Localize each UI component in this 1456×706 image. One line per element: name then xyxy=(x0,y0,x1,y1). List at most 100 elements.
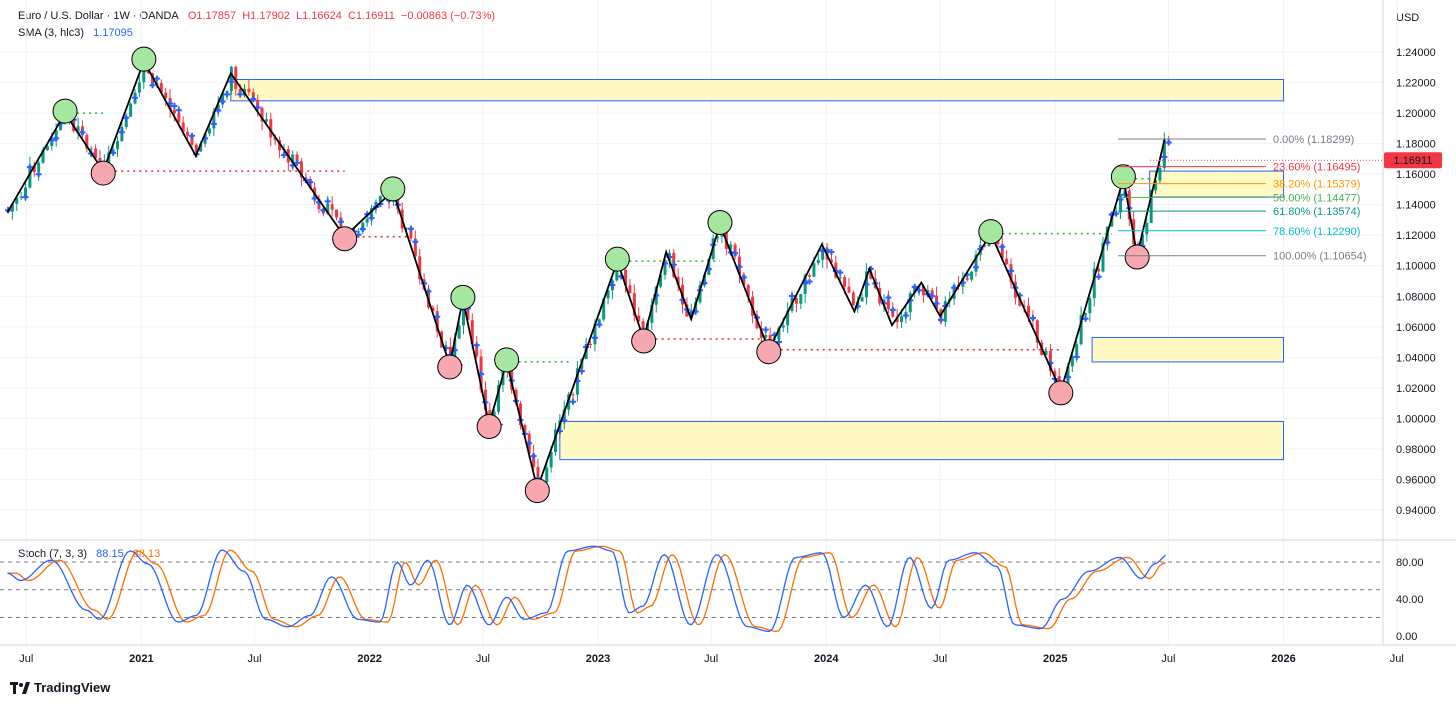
sma-cross-marker xyxy=(407,225,414,232)
candle-body xyxy=(851,292,855,305)
sma-cross-marker xyxy=(740,274,747,281)
candle-body xyxy=(94,148,98,158)
sma-cross-marker xyxy=(972,264,979,271)
time-axis-label: Jul xyxy=(248,653,262,665)
candle-body xyxy=(663,260,667,275)
candle-body xyxy=(1070,355,1074,367)
sma-cross-marker xyxy=(933,300,940,307)
candle-body xyxy=(247,88,251,93)
sma-cross-marker xyxy=(999,243,1006,250)
candle-body xyxy=(1149,190,1153,224)
candle-body xyxy=(181,122,185,132)
candle-body xyxy=(589,344,593,346)
sma-legend[interactable]: SMA (3, hlc3) 1.17095 xyxy=(18,27,139,39)
stoch-legend[interactable]: Stoch (7, 3, 3) 88.15 88.13 xyxy=(18,548,166,560)
candle-body xyxy=(418,256,422,280)
candle-body xyxy=(808,275,812,277)
candle-body xyxy=(518,403,522,426)
candle-body xyxy=(571,394,575,396)
sma-cross-marker xyxy=(902,312,909,319)
pivot-low-marker xyxy=(524,478,550,504)
time-axis-label: Jul xyxy=(1161,653,1175,665)
sma-cross-marker xyxy=(596,321,603,328)
zigzag-line xyxy=(6,58,1166,492)
candle-body xyxy=(869,271,873,279)
tradingview-logo-icon xyxy=(10,681,30,694)
supply-demand-zone xyxy=(559,420,1285,461)
sma-cross-marker xyxy=(1029,314,1036,321)
candle-body xyxy=(413,238,417,257)
sma-cross-marker xyxy=(530,453,537,460)
candle-body xyxy=(470,320,474,345)
time-axis-label: Jul xyxy=(933,653,947,665)
candle-body xyxy=(593,323,597,345)
candle-body xyxy=(847,286,851,293)
fib-level-label: 100.00% (1.10654) xyxy=(1273,251,1367,263)
sma-cross-marker xyxy=(1064,374,1071,381)
candle-body xyxy=(151,73,155,85)
candle-body xyxy=(356,231,360,233)
candle-body xyxy=(76,126,80,132)
candle-body xyxy=(628,285,632,294)
candle-body xyxy=(624,269,628,286)
candle-body xyxy=(1018,297,1022,306)
candle-body xyxy=(781,325,785,328)
fib-level-label: 38.20% (1.15379) xyxy=(1273,179,1360,191)
candle-body xyxy=(1035,320,1039,343)
candle-body xyxy=(142,64,146,83)
candle-body xyxy=(1005,258,1009,265)
candle-body xyxy=(886,299,890,310)
sma-cross-marker xyxy=(806,278,813,285)
sma-cross-marker xyxy=(911,283,918,290)
sma-cross-marker xyxy=(570,398,577,405)
sma-cross-marker xyxy=(609,282,616,289)
sma-cross-marker xyxy=(219,98,226,105)
candle-body xyxy=(475,344,479,357)
sma-cross-marker xyxy=(123,114,130,121)
stoch-k-line xyxy=(7,545,1166,633)
candle-body xyxy=(1053,371,1057,377)
sma-cross-marker xyxy=(110,149,117,156)
brand-logo[interactable]: TradingView xyxy=(10,680,110,695)
time-axis-label: 2022 xyxy=(357,653,381,665)
candle-body xyxy=(365,218,369,223)
candle-body xyxy=(405,228,409,230)
sma-label: SMA (3, hlc3) xyxy=(18,27,85,39)
sma-cross-marker xyxy=(775,339,782,346)
price-tick-label: 1.06000 xyxy=(1396,322,1436,334)
sma-cross-marker xyxy=(1165,139,1172,146)
price-tick-label: 1.04000 xyxy=(1396,352,1436,364)
pivot-high-marker xyxy=(52,98,78,124)
supply-demand-zone xyxy=(230,78,1285,102)
sma-cross-marker xyxy=(412,238,419,245)
candle-body xyxy=(860,297,864,302)
sma-cross-marker xyxy=(951,284,958,291)
candle-body xyxy=(32,165,36,172)
sma-cross-marker xyxy=(237,91,244,98)
candle-body xyxy=(729,244,733,249)
pivot-low-marker xyxy=(332,226,358,252)
candle-body xyxy=(457,325,461,339)
candle-body xyxy=(190,135,194,145)
time-axis-label: 2025 xyxy=(1043,653,1067,665)
sma-cross-marker xyxy=(736,263,743,270)
pivot-low-marker xyxy=(437,354,463,380)
candle-body xyxy=(186,131,190,136)
candle-body xyxy=(172,109,176,114)
stoch-label: Stoch (7, 3, 3) xyxy=(18,548,88,560)
price-tick-label: 1.22000 xyxy=(1396,78,1436,90)
stoch-tick-label: 80.00 xyxy=(1396,557,1424,569)
sma-cross-marker xyxy=(359,225,366,232)
sma-cross-marker xyxy=(22,194,29,201)
candle-body xyxy=(129,103,133,117)
candle-body xyxy=(124,116,128,128)
sma-value: 1.17095 xyxy=(93,27,133,39)
candle-body xyxy=(269,119,273,138)
candle-body xyxy=(85,135,89,149)
sma-cross-marker xyxy=(1161,154,1168,161)
candle-body xyxy=(777,327,781,340)
candle-body xyxy=(330,204,334,210)
candle-body xyxy=(41,150,45,163)
supply-demand-zone xyxy=(1091,336,1285,363)
